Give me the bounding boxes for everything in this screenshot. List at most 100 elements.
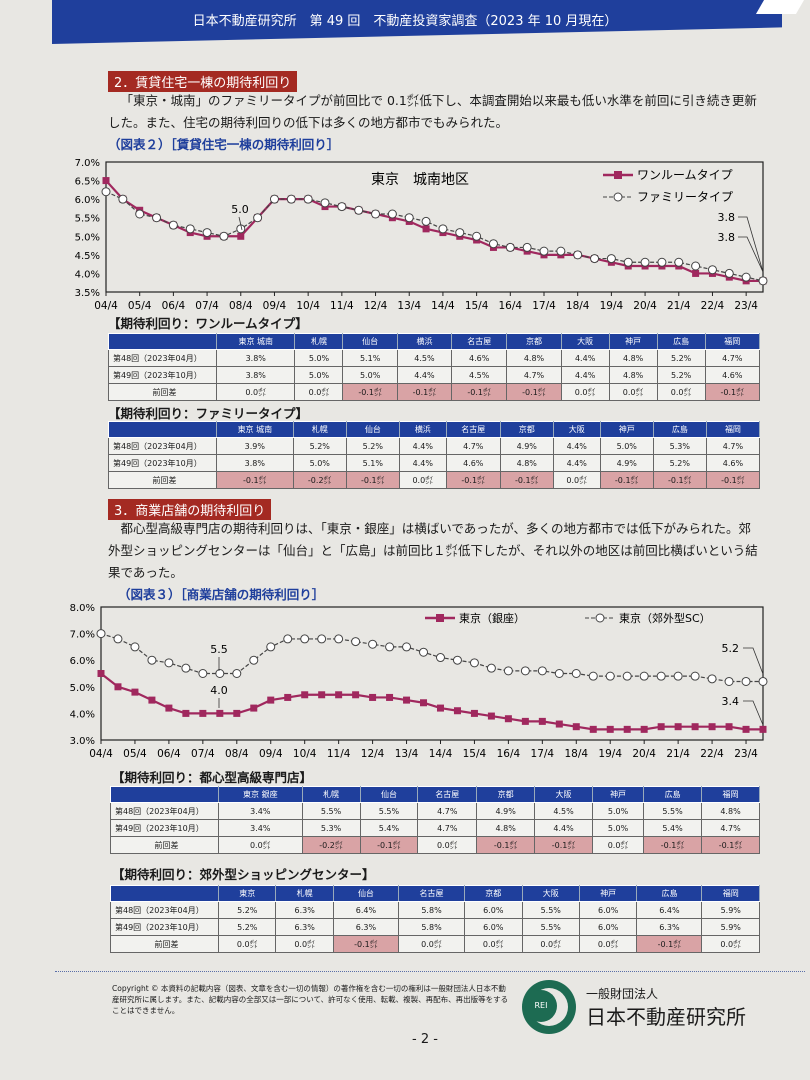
y-tick-label: 8.0% — [70, 603, 95, 614]
table-row: 前回差 0.0㌽ -0.2㌽ -0.1㌽ 0.0㌽ -0.1㌽ -0.1㌽ 0.0㌽ -0.1㌽… — [110, 836, 760, 854]
legend-marker-family — [613, 192, 623, 202]
data-point-square — [640, 725, 648, 733]
column-header: 京都 — [476, 786, 536, 803]
table-cell: 4.4% — [398, 454, 447, 472]
table-cell: 4.7% — [506, 366, 562, 384]
table-cell: -0.1㌽ — [445, 471, 501, 489]
table-cell: -0.1㌽ — [643, 836, 703, 854]
section3-text: 都心型高級専門店の期待利回りは、「東京・銀座」は横ばいであったが、多くの地方都市… — [108, 521, 758, 580]
column-header: 札幌 — [294, 333, 344, 350]
table-cell: 6.3% — [275, 901, 334, 919]
column-header: 大阪 — [534, 786, 593, 803]
table-row: 前回差 0.0㌽ 0.0㌽ -0.1㌽ -0.1㌽ -0.1㌽ -0.1㌽ 0.0㌽ 0.0㌽ 0… — [108, 383, 761, 401]
table-cell: 0.0㌽ — [398, 471, 447, 489]
data-point-square — [521, 717, 529, 725]
annotation-leader — [738, 236, 764, 273]
table-cell: -0.1㌽ — [701, 836, 760, 854]
x-tick-label: 18/4 — [564, 748, 588, 760]
data-point-circle — [472, 231, 482, 241]
table-one-room: 東京 城南 札幌 仙台 横浜 名古屋 京都 大阪 神戸 広島 福岡 第48回（2023年04月） 3.… — [108, 333, 761, 401]
data-point-circle — [96, 629, 106, 639]
data-point-square — [606, 725, 614, 733]
data-point-circle — [404, 213, 414, 223]
table-cell: 5.0% — [591, 819, 645, 837]
table-cell: 6.0% — [464, 901, 523, 919]
table-cell: 6.4% — [636, 901, 703, 919]
x-tick-label: 16/4 — [499, 300, 523, 312]
data-point-square — [538, 717, 546, 725]
table-cell: 4.6% — [445, 454, 501, 472]
table-cell: 0.0㌽ — [552, 471, 601, 489]
data-point-square — [657, 723, 665, 731]
table-cell: 4.8% — [476, 819, 536, 837]
column-header: 名古屋 — [451, 333, 508, 350]
table1-title: 【期待利回り：ワンルームタイプ】 — [108, 316, 308, 331]
y-tick-label: 5.5% — [75, 214, 100, 225]
table-cell: 4.8% — [608, 366, 658, 384]
data-point-circle — [488, 239, 498, 249]
y-tick-label: 3.0% — [70, 736, 95, 747]
data-point-circle — [334, 634, 344, 644]
x-tick-label: 05/4 — [128, 300, 152, 312]
data-point-square — [131, 688, 139, 696]
column-header: 京都 — [499, 421, 554, 438]
row-label: 第48回（2023年04月） — [110, 901, 219, 919]
rei-logo: REI — [522, 980, 576, 1034]
table-row: 第48回（2023年04月） 3.9% 5.2% 5.2% 4.4% 4.7% 4.9% 4.… — [108, 437, 761, 455]
data-point-square — [436, 704, 444, 712]
data-point-circle — [724, 676, 734, 686]
x-tick-label: 09/4 — [263, 300, 287, 312]
y-tick-label: 7.0% — [70, 630, 95, 641]
y-tick-label: 7.0% — [75, 158, 100, 169]
data-point-square — [97, 670, 105, 677]
data-point-circle — [269, 194, 279, 204]
column-header: 神戸 — [599, 421, 654, 438]
table-cell: 5.1% — [345, 454, 400, 472]
x-tick-label: 11/4 — [327, 748, 351, 760]
table-cell: 0.0㌽ — [521, 935, 580, 953]
row-label: 第49回（2023年10月） — [110, 819, 219, 837]
row-label: 第48回（2023年04月） — [108, 437, 217, 455]
data-point-circle — [266, 642, 276, 652]
y-tick-label: 5.0% — [70, 683, 95, 694]
data-point-square — [267, 696, 275, 704]
table-cell: 6.0% — [578, 918, 638, 936]
table-cell: 0.0㌽ — [608, 383, 658, 401]
column-header: 福岡 — [701, 885, 760, 902]
column-header: 名古屋 — [397, 885, 466, 902]
annotation-label: 3.8 — [718, 211, 736, 224]
column-header: 広島 — [636, 885, 703, 902]
table-cell: 5.5% — [521, 901, 580, 919]
x-tick-label: 22/4 — [700, 748, 724, 760]
chart-retail: 8.0% 7.0% 6.0% 5.0% 4.0% 3.0%04/4 05/4 06/4 07/4… — [70, 603, 768, 760]
x-tick-label: 13/4 — [395, 748, 419, 760]
x-tick-label: 11/4 — [330, 300, 354, 312]
table-cell: 0.0㌽ — [294, 383, 344, 401]
annotation-label: 5.5 — [210, 643, 228, 656]
table-cell: -0.1㌽ — [636, 935, 703, 953]
data-point-square — [623, 725, 631, 733]
y-tick-label: 6.0% — [75, 195, 100, 206]
table-cell: 4.6% — [705, 454, 761, 472]
table-cell: -0.1㌽ — [534, 836, 593, 854]
data-point-circle — [606, 254, 616, 264]
table-urban-retail: 東京 銀座 札幌 仙台 名古屋 京都 大阪 神戸 広島 福岡 第48回（2023年04月） 3.4%… — [110, 786, 760, 854]
legend-label-ginza: 東京（銀座） — [459, 611, 525, 625]
data-point-square — [403, 696, 411, 704]
x-tick-label: 06/4 — [157, 748, 181, 760]
data-point-circle — [520, 666, 530, 676]
x-tick-label: 12/4 — [364, 300, 388, 312]
x-tick-label: 19/4 — [598, 748, 622, 760]
table-cell: 5.8% — [397, 918, 466, 936]
table-row: 第49回（2023年10月） 3.8% 5.0% 5.0% 4.4% 4.5% 4.7% 4.… — [108, 366, 761, 384]
data-point-square — [422, 225, 430, 233]
column-header — [110, 885, 219, 902]
table-cell: 4.7% — [445, 437, 501, 455]
table-cell: 6.4% — [332, 901, 399, 919]
data-point-circle — [152, 213, 162, 223]
data-point-square — [216, 709, 224, 717]
x-tick-label: 05/4 — [123, 748, 147, 760]
data-point-square — [555, 720, 563, 728]
table-cell: 5.3% — [652, 437, 707, 455]
data-point-circle — [185, 224, 195, 234]
